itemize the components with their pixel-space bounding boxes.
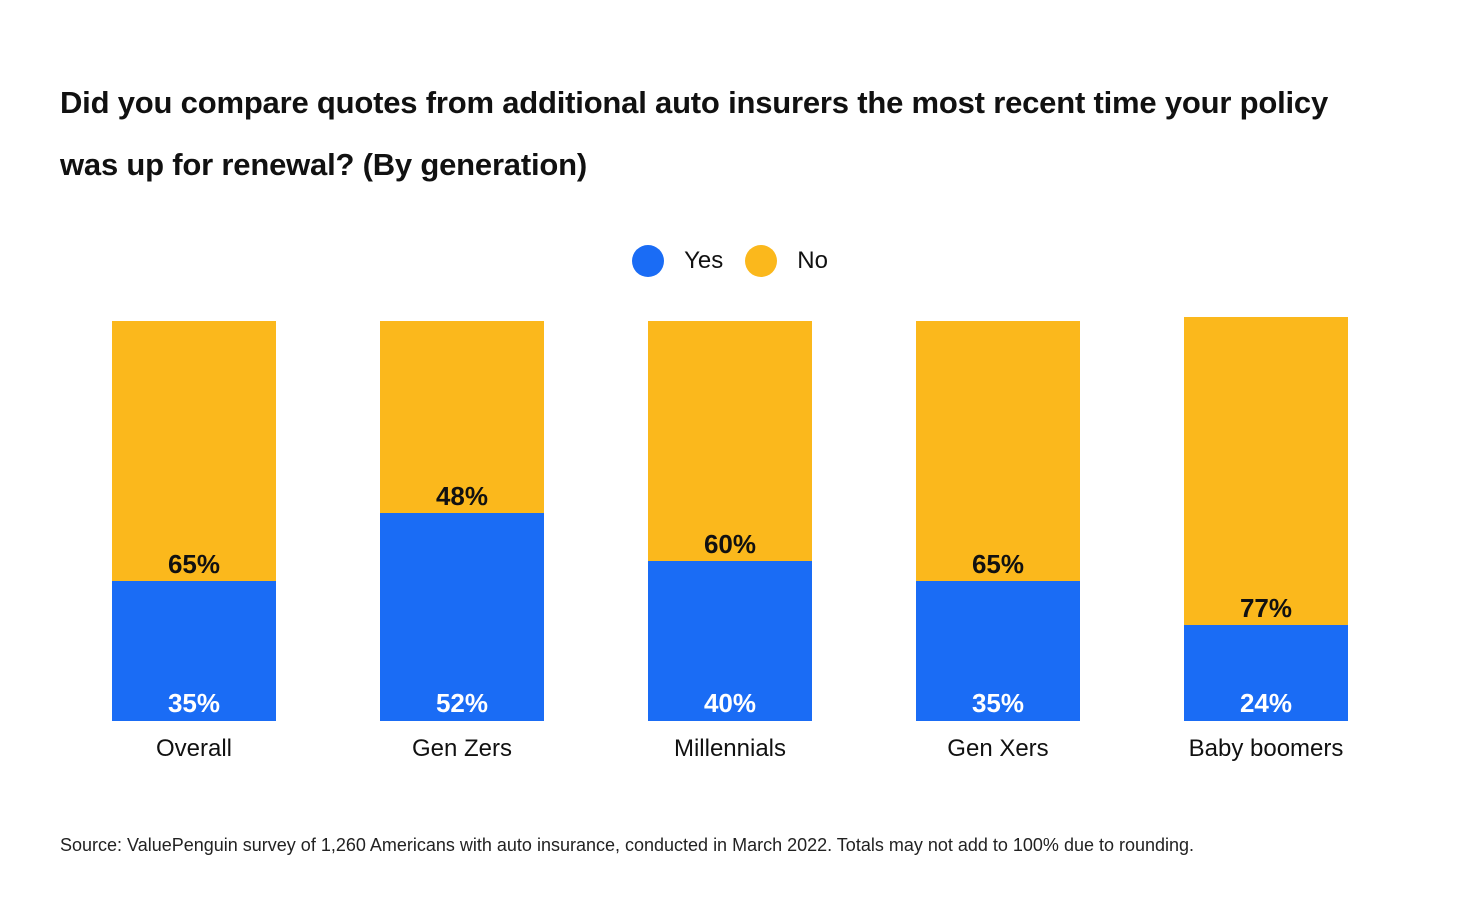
bar-yes-baby-boomers bbox=[1184, 625, 1348, 721]
data-label-no-baby-boomers: 77% bbox=[1240, 593, 1292, 623]
data-label-no-overall: 65% bbox=[168, 549, 220, 579]
x-tick-label-baby-boomers: Baby boomers bbox=[1189, 735, 1344, 762]
data-label-yes-gen-zers: 52% bbox=[436, 688, 488, 718]
legend: Yes No bbox=[0, 244, 1460, 278]
bar-yes-overall bbox=[112, 581, 276, 721]
data-label-no-gen-zers: 48% bbox=[436, 481, 488, 511]
x-tick-label-gen-xers: Gen Xers bbox=[947, 735, 1048, 762]
bar-no-millennials bbox=[648, 321, 812, 561]
data-label-yes-baby-boomers: 24% bbox=[1240, 688, 1292, 718]
x-tick-label-gen-zers: Gen Zers bbox=[412, 735, 512, 762]
legend-item-no: No bbox=[745, 244, 828, 278]
legend-label-no: No bbox=[797, 247, 828, 274]
data-label-yes-overall: 35% bbox=[168, 688, 220, 718]
data-label-no-gen-xers: 65% bbox=[972, 549, 1024, 579]
legend-swatch-yes bbox=[632, 245, 665, 277]
bar-yes-gen-zers bbox=[380, 513, 544, 721]
bar-no-baby-boomers bbox=[1184, 317, 1348, 625]
x-tick-label-millennials: Millennials bbox=[674, 735, 786, 762]
data-label-no-millennials: 60% bbox=[704, 529, 756, 559]
bar-yes-gen-xers bbox=[916, 581, 1080, 721]
source-note: Source: ValuePenguin survey of 1,260 Ame… bbox=[60, 835, 1195, 855]
bar-no-gen-zers bbox=[380, 321, 544, 513]
chart-title: Did you compare quotes from additional a… bbox=[60, 85, 1329, 182]
legend-swatch-no bbox=[745, 245, 778, 277]
stacked-bar-chart: 65% 35% Overall 48% 52% Gen Zers 60% 40% Millenn… bbox=[112, 317, 1348, 762]
bar-no-overall bbox=[112, 321, 276, 581]
legend-item-yes: Yes bbox=[632, 244, 723, 278]
bar-yes-millennials bbox=[648, 561, 812, 721]
x-tick-label-overall: Overall bbox=[156, 735, 232, 762]
bar-no-gen-xers bbox=[916, 321, 1080, 581]
data-label-yes-millennials: 40% bbox=[704, 688, 756, 718]
legend-label-yes: Yes bbox=[684, 247, 724, 274]
data-label-yes-gen-xers: 35% bbox=[972, 688, 1024, 718]
